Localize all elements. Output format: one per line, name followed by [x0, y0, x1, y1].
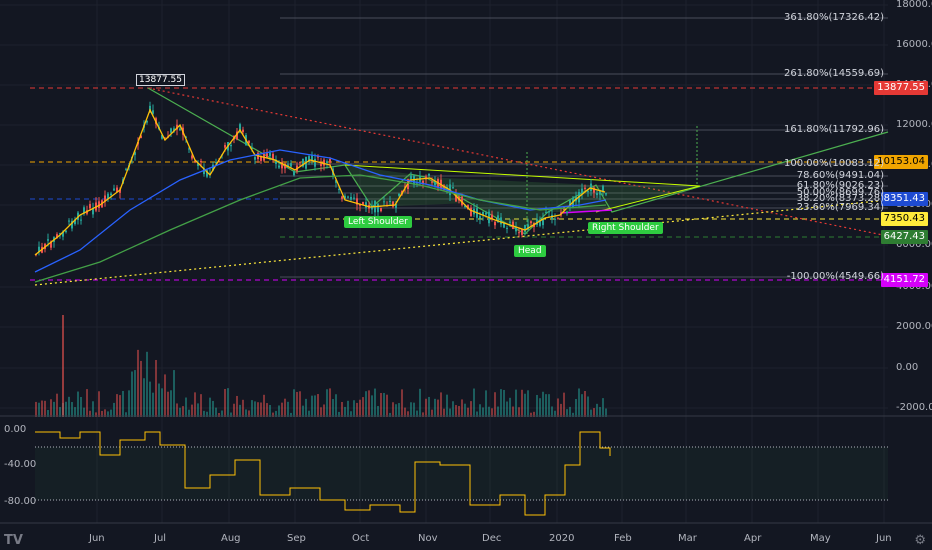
fib-level-label: 50.00%(8699.76)	[796, 187, 884, 198]
time-tick-label: Sep	[287, 533, 306, 544]
head-label[interactable]: Head	[514, 245, 546, 257]
time-tick-label: Apr	[744, 533, 762, 544]
price-tick-label: 0.00	[896, 362, 919, 373]
time-tick-label: Feb	[614, 533, 632, 544]
tradingview-logo-icon[interactable]: TV	[4, 533, 23, 548]
time-tick-label: Oct	[352, 533, 370, 544]
price-tag: 10153.04	[874, 155, 928, 169]
time-tick-label: Jun	[876, 533, 892, 544]
price-tick-label: 16000.00	[896, 39, 932, 50]
right-shoulder-label[interactable]: Right Shoulder	[588, 222, 663, 234]
price-tick-label: 2000.00	[896, 321, 932, 332]
oscillator-tick-label: -80.00	[4, 496, 37, 507]
fib-level-label: 361.80%(17326.42)	[783, 12, 884, 23]
time-tick-label: Mar	[678, 533, 697, 544]
price-tick-label: -2000.00	[896, 402, 932, 413]
fib-level-label: -100.00%(4549.66)	[786, 271, 884, 282]
fib-level-label: 23.60%(7969.34)	[796, 202, 884, 213]
time-tick-label: 2020	[549, 533, 575, 544]
price-tag: 6427.43	[880, 230, 928, 244]
gear-icon[interactable]: ⚙	[914, 533, 926, 548]
price-tag: 7350.43	[880, 212, 928, 226]
oscillator-tick-label: -40.00	[4, 459, 37, 470]
price-tick-label: 6000.00	[896, 239, 932, 250]
price-tick-label: 12000.00	[896, 119, 932, 130]
time-tick-label: Aug	[221, 533, 241, 544]
time-tick-label: Nov	[418, 533, 438, 544]
fib-level-label: 161.80%(11792.96)	[783, 124, 884, 135]
fib-level-label: 100.00%(10083.12)	[783, 158, 884, 169]
time-tick-label: May	[810, 533, 831, 544]
time-tick-label: Jul	[154, 533, 167, 544]
time-tick-label: Jun	[89, 533, 105, 544]
fib-level-label: 78.60%(9491.04)	[796, 170, 884, 181]
price-tag: 13877.55	[874, 81, 928, 95]
oscillator-tick-label: 0.00	[4, 424, 27, 435]
price-tick-label: 18000.00	[896, 0, 932, 10]
fib-level-label: 261.80%(14559.69)	[783, 68, 884, 79]
high-price-label: 13877.55	[136, 74, 185, 86]
time-tick-label: Dec	[482, 533, 502, 544]
fib-level-label: 61.80%(9026.23)	[796, 180, 884, 191]
price-tag: 4151.72	[880, 273, 928, 287]
fib-level-label: 38.20%(8373.28)	[796, 193, 884, 204]
left-shoulder-label[interactable]: Left Shoulder	[344, 216, 412, 228]
price-tag: 8351.43	[880, 192, 928, 206]
